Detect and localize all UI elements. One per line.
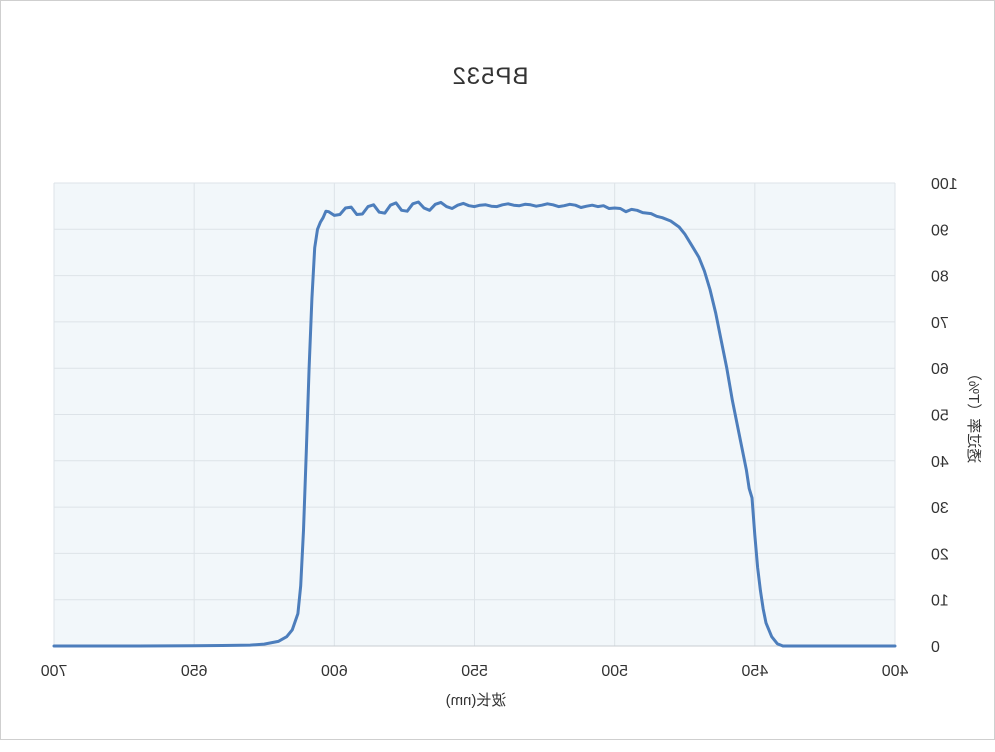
x-tick-labels: 400 450 500 550 600 650 700 — [41, 663, 909, 680]
x-tick-label: 500 — [601, 663, 628, 680]
y-tick-label: 30 — [931, 500, 949, 517]
x-tick-label: 400 — [882, 663, 909, 680]
y-tick-label: 10 — [931, 593, 949, 610]
x-tick-label: 600 — [321, 663, 348, 680]
y-tick-label: 70 — [931, 315, 949, 332]
y-tick-label: 60 — [931, 361, 949, 378]
y-tick-label: 40 — [931, 454, 949, 471]
x-tick-label: 450 — [741, 663, 768, 680]
y-tick-label: 20 — [931, 546, 949, 563]
y-tick-label: 80 — [931, 269, 949, 286]
x-tick-label: 700 — [41, 663, 68, 680]
x-tick-label: 650 — [181, 663, 208, 680]
y-axis-label: 透过率（T%） — [965, 366, 982, 464]
chart-title: BP532 — [451, 63, 528, 90]
y-tick-labels: 0 10 20 30 40 50 60 70 80 90 100 — [931, 176, 958, 656]
y-tick-label: 50 — [931, 408, 949, 425]
y-tick-label: 90 — [931, 222, 949, 239]
x-axis-label: 波长(nm) — [446, 692, 507, 709]
transmission-curve — [52, 200, 897, 648]
x-tick-label: 550 — [461, 663, 488, 680]
grid — [53, 182, 896, 647]
y-tick-label: 100 — [931, 176, 958, 193]
y-tick-label: 0 — [931, 639, 940, 656]
